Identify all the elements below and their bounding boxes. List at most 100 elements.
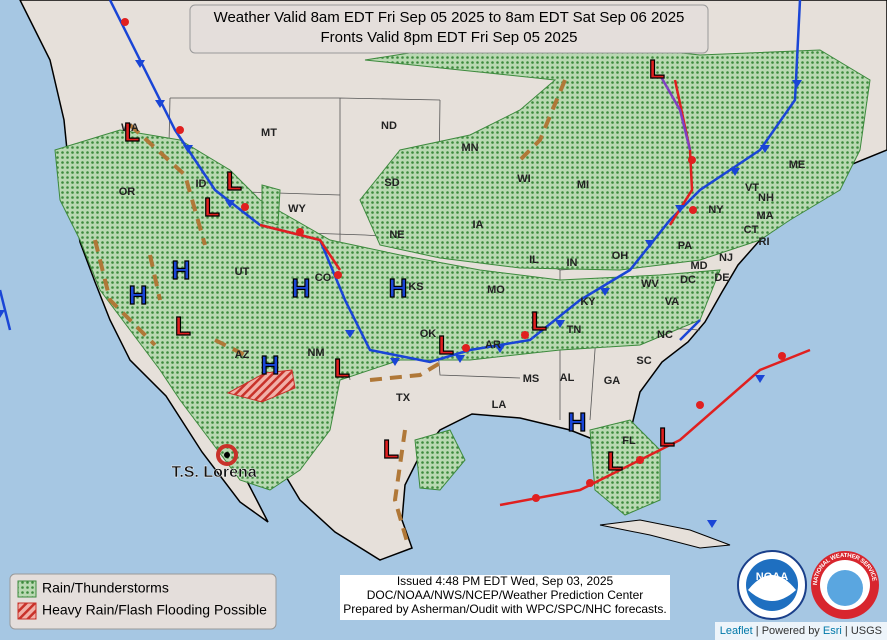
state-label: RI	[759, 236, 770, 248]
cold-front-barb	[0, 310, 5, 318]
cold-front-barb	[135, 60, 145, 68]
warm-front-bump	[689, 206, 697, 214]
state-label: GA	[604, 375, 621, 387]
state-label: MD	[690, 260, 707, 272]
cold-front-barb	[675, 205, 685, 213]
state-label: LA	[492, 399, 507, 411]
cold-front-barb	[760, 145, 770, 153]
cold-front-barb	[755, 375, 765, 383]
state-label: AZ	[235, 349, 250, 361]
leaflet-link[interactable]: Leaflet	[719, 625, 753, 637]
pressure-center: H	[389, 273, 408, 303]
pressure-center: L	[659, 422, 675, 452]
state-label: TN	[567, 324, 582, 336]
state-label: KS	[408, 281, 423, 293]
warm-front-bump	[688, 156, 696, 164]
warm-front-bump	[462, 344, 470, 352]
warm-front-bump	[778, 352, 786, 360]
pressure-center: L	[124, 117, 140, 147]
title-line: Fronts Valid 8pm EDT Fri Sep 05 2025	[320, 29, 577, 46]
state-label: TX	[396, 392, 411, 404]
state-label: OH	[612, 250, 629, 262]
state-label: FL	[622, 435, 636, 447]
state-label: IA	[473, 219, 484, 231]
state-label: DE	[714, 272, 729, 284]
nws-logo: NATIONAL WEATHER SERVICE	[811, 551, 879, 619]
state-label: SD	[384, 177, 399, 189]
cold-front-barb	[455, 355, 465, 363]
pressure-center: H	[129, 280, 148, 310]
usgs: USGS	[850, 625, 882, 637]
cold-front-barb	[555, 320, 565, 328]
rain-areas	[54, 39, 871, 516]
front-symbols	[0, 18, 802, 528]
state-label: MT	[261, 127, 277, 139]
state-label: MO	[487, 284, 505, 296]
state-label: SC	[636, 355, 651, 367]
title-box: Weather Valid 8am EDT Fri Sep 05 2025 to…	[189, 4, 709, 54]
state-label: WY	[288, 203, 306, 215]
state-label: AR	[485, 339, 501, 351]
pressure-center: L	[175, 311, 191, 341]
state-label: OK	[420, 328, 437, 340]
issued-line: Prepared by Asherman/Oudit with WPC/SPC/…	[343, 602, 666, 616]
cold-front-barb	[155, 100, 165, 108]
state-label: WI	[517, 173, 530, 185]
state-label: MA	[756, 210, 773, 222]
warm-front-bump	[176, 126, 184, 134]
state-label: NC	[657, 329, 673, 341]
pressure-center: H	[172, 255, 191, 285]
cold-front-barb	[707, 520, 717, 528]
cold-front-barb	[183, 145, 193, 153]
esri-link[interactable]: Esri	[822, 625, 842, 637]
pressure-center: L	[607, 446, 623, 476]
state-label: ND	[381, 120, 397, 132]
cuba	[599, 519, 731, 549]
pressure-center: L	[383, 434, 399, 464]
heavy-rain-area	[226, 369, 296, 403]
issued-line: DOC/NOAA/NWS/NCEP/Weather Prediction Cen…	[367, 588, 644, 602]
issued-box: Issued 4:48 PM EDT Wed, Sep 03, 2025 DOC…	[340, 574, 670, 620]
state-label: WV	[641, 278, 659, 290]
state-label: UT	[235, 266, 250, 278]
warm-front-bump	[586, 479, 594, 487]
state-label: DC	[680, 274, 696, 286]
storm: T.S. Lorena	[171, 444, 257, 481]
state-label: NM	[307, 347, 324, 359]
warm-front-bump	[521, 331, 529, 339]
warm-front-bump	[121, 18, 129, 26]
state-label: NY	[708, 204, 724, 216]
warm-front-bump	[334, 271, 342, 279]
pressure-center: L	[334, 353, 350, 383]
pressure-center: L	[649, 54, 665, 84]
state-label: IL	[529, 254, 539, 266]
cold-front-barb	[390, 358, 400, 366]
state-label: KY	[580, 296, 596, 308]
state-label: VA	[665, 296, 680, 308]
state-label: MI	[577, 179, 589, 191]
state-label: MS	[523, 373, 540, 385]
issued-line: Issued 4:48 PM EDT Wed, Sep 03, 2025	[397, 574, 614, 588]
noaa-text: NOAA	[756, 571, 788, 583]
warm-front-bump	[532, 494, 540, 502]
legend-label: Rain/Thunderstorms	[42, 580, 169, 596]
cold-front-barb	[792, 80, 802, 88]
state-label: ME	[789, 159, 806, 171]
warm-front-bump	[296, 228, 304, 236]
state-label: OR	[119, 186, 136, 198]
legend: Rain/Thunderstorms Heavy Rain/Flash Floo…	[9, 573, 277, 630]
legend-label: Heavy Rain/Flash Flooding Possible	[42, 602, 267, 618]
pressure-center: L	[438, 330, 454, 360]
pressure-center: H	[568, 407, 587, 437]
state-label: VT	[745, 182, 759, 194]
noaa-logo: NOAA	[737, 550, 807, 620]
state-label: PA	[678, 240, 693, 252]
storm-label: T.S. Lorena	[171, 464, 256, 481]
cold-front-barb	[495, 345, 505, 353]
attribution: Leaflet | Powered by Esri | USGS	[714, 622, 887, 640]
state-label: WA	[121, 122, 139, 134]
state-label: CO	[315, 272, 332, 284]
state-label: ID	[196, 178, 207, 190]
